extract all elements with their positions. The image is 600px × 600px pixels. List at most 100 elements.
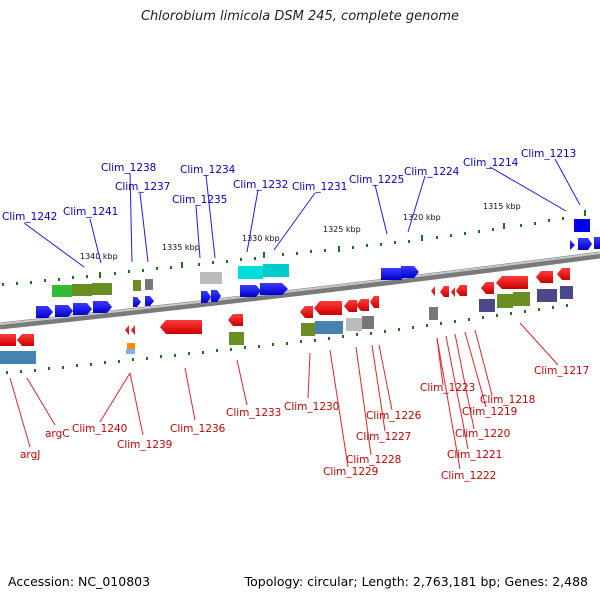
- gene-label[interactable]: Clim_1238: [101, 162, 156, 174]
- kbp-label: 1315 kbp: [483, 202, 521, 211]
- genome-summary-text: Topology: circular; Length: 2,763,181 bp…: [244, 574, 588, 589]
- gene-arrow: [440, 286, 449, 297]
- cog-box: [479, 299, 495, 312]
- gene-arrow: [125, 325, 129, 335]
- kbp-label: 1340 kbp: [80, 252, 118, 261]
- gene-arrow: [93, 301, 112, 313]
- gene-label[interactable]: Clim_1227: [356, 431, 411, 443]
- gene-label[interactable]: Clim_1232: [233, 179, 288, 191]
- gene-arrow: [314, 301, 342, 315]
- gene-label[interactable]: Clim_1214: [463, 157, 519, 169]
- cog-box: [229, 332, 244, 345]
- gene-arrow: [481, 282, 494, 294]
- gene-label[interactable]: Clim_1237: [115, 181, 170, 193]
- gene-arrow: [344, 300, 357, 312]
- cog-box: [72, 284, 92, 296]
- gene-label[interactable]: Clim_1242: [2, 211, 57, 223]
- kbp-label: 1320 kbp: [403, 213, 441, 222]
- lower-tick-rail: [6, 304, 568, 374]
- cog-box: [52, 285, 72, 297]
- cog-box: [127, 343, 135, 349]
- gene-label[interactable]: Clim_1236: [170, 423, 226, 435]
- gene-label[interactable]: Clim_1235: [172, 194, 227, 206]
- gene-arrow: [456, 285, 467, 296]
- gene-arrow: [260, 283, 288, 295]
- gene-label[interactable]: Clim_1240: [72, 423, 127, 435]
- gene-arrow: [36, 306, 53, 318]
- gene-label[interactable]: argC: [45, 428, 70, 440]
- gene-arrow: [496, 276, 528, 289]
- cog-box: [145, 279, 153, 290]
- accession-text: Accession: NC_010803: [8, 574, 151, 589]
- cog-box: [0, 351, 17, 364]
- gene-label[interactable]: Clim_1220: [455, 428, 510, 440]
- cog-box: [263, 264, 289, 277]
- genome-backbone: [0, 251, 600, 330]
- gene-arrow: [451, 287, 455, 297]
- gene-arrow: [300, 306, 313, 318]
- gene-label[interactable]: Clim_1230: [284, 401, 339, 413]
- kbp-label: 1335 kbp: [162, 243, 200, 252]
- gene-arrow: [211, 290, 221, 302]
- reverse-strand-genes: [0, 268, 573, 364]
- cog-box: [362, 316, 374, 329]
- gene-label[interactable]: Clim_1223: [420, 382, 475, 394]
- gene-label[interactable]: Clim_1219: [462, 406, 517, 418]
- top-callout-lines: [23, 158, 581, 268]
- gene-arrow: [201, 291, 211, 303]
- gene-label[interactable]: Clim_1241: [63, 206, 118, 218]
- gene-label[interactable]: Clim_1221: [447, 449, 502, 461]
- gene-label[interactable]: Clim_1228: [346, 454, 401, 466]
- cog-box: [315, 321, 343, 334]
- gene-arrow: [381, 268, 406, 280]
- gene-label[interactable]: Clim_1213: [521, 148, 576, 160]
- gene-label[interactable]: Clim_1225: [349, 174, 404, 186]
- gene-arrow: [228, 314, 243, 326]
- gene-arrow: [240, 285, 261, 297]
- gene-label[interactable]: Clim_1233: [226, 407, 281, 419]
- bottom-callout-lines: [9, 322, 559, 470]
- cog-box: [238, 266, 263, 279]
- forward-strand-genes: [36, 219, 600, 318]
- gene-label[interactable]: Clim_1226: [366, 410, 422, 422]
- cog-box: [429, 307, 438, 320]
- gene-arrow: [17, 334, 34, 346]
- gene-arrow: [356, 299, 369, 311]
- kbp-label: 1330 kbp: [242, 234, 280, 243]
- gene-arrow: [131, 325, 135, 335]
- cog-box: [560, 286, 573, 299]
- gene-label[interactable]: Clim_1229: [323, 466, 378, 478]
- gene-arrow: [73, 303, 92, 315]
- cog-box: [17, 351, 36, 364]
- gene-label[interactable]: Clim_1231: [292, 181, 347, 193]
- cog-box: [574, 219, 590, 232]
- gene-label[interactable]: Clim_1234: [180, 164, 236, 176]
- gene-label[interactable]: Clim_1217: [534, 365, 589, 377]
- gene-arrow: [370, 296, 379, 308]
- gene-arrow: [570, 240, 575, 250]
- gene-label[interactable]: Clim_1224: [404, 166, 460, 178]
- gene-arrow: [145, 296, 154, 306]
- cog-box: [92, 283, 112, 295]
- cog-box: [133, 280, 141, 291]
- gene-label[interactable]: Clim_1239: [117, 439, 172, 451]
- kbp-label: 1325 kbp: [323, 225, 361, 234]
- gene-arrow: [160, 320, 202, 334]
- gene-arrow: [594, 237, 600, 249]
- gene-label[interactable]: Clim_1218: [480, 394, 535, 406]
- gene-arrow: [557, 268, 570, 280]
- cog-box: [497, 294, 513, 308]
- gene-arrow: [401, 266, 419, 278]
- gene-arrow: [536, 271, 553, 283]
- upper-tick-rail: [2, 210, 586, 286]
- cog-box: [301, 323, 315, 336]
- gene-label[interactable]: argJ: [20, 449, 40, 461]
- gene-arrow: [55, 305, 73, 317]
- gene-arrow: [578, 238, 592, 250]
- map-title: Chlorobium limicola DSM 245, complete ge…: [140, 9, 460, 24]
- gene-label[interactable]: Clim_1222: [441, 470, 496, 482]
- gene-arrow: [133, 297, 141, 307]
- cog-box: [200, 272, 222, 284]
- cog-box: [126, 349, 135, 354]
